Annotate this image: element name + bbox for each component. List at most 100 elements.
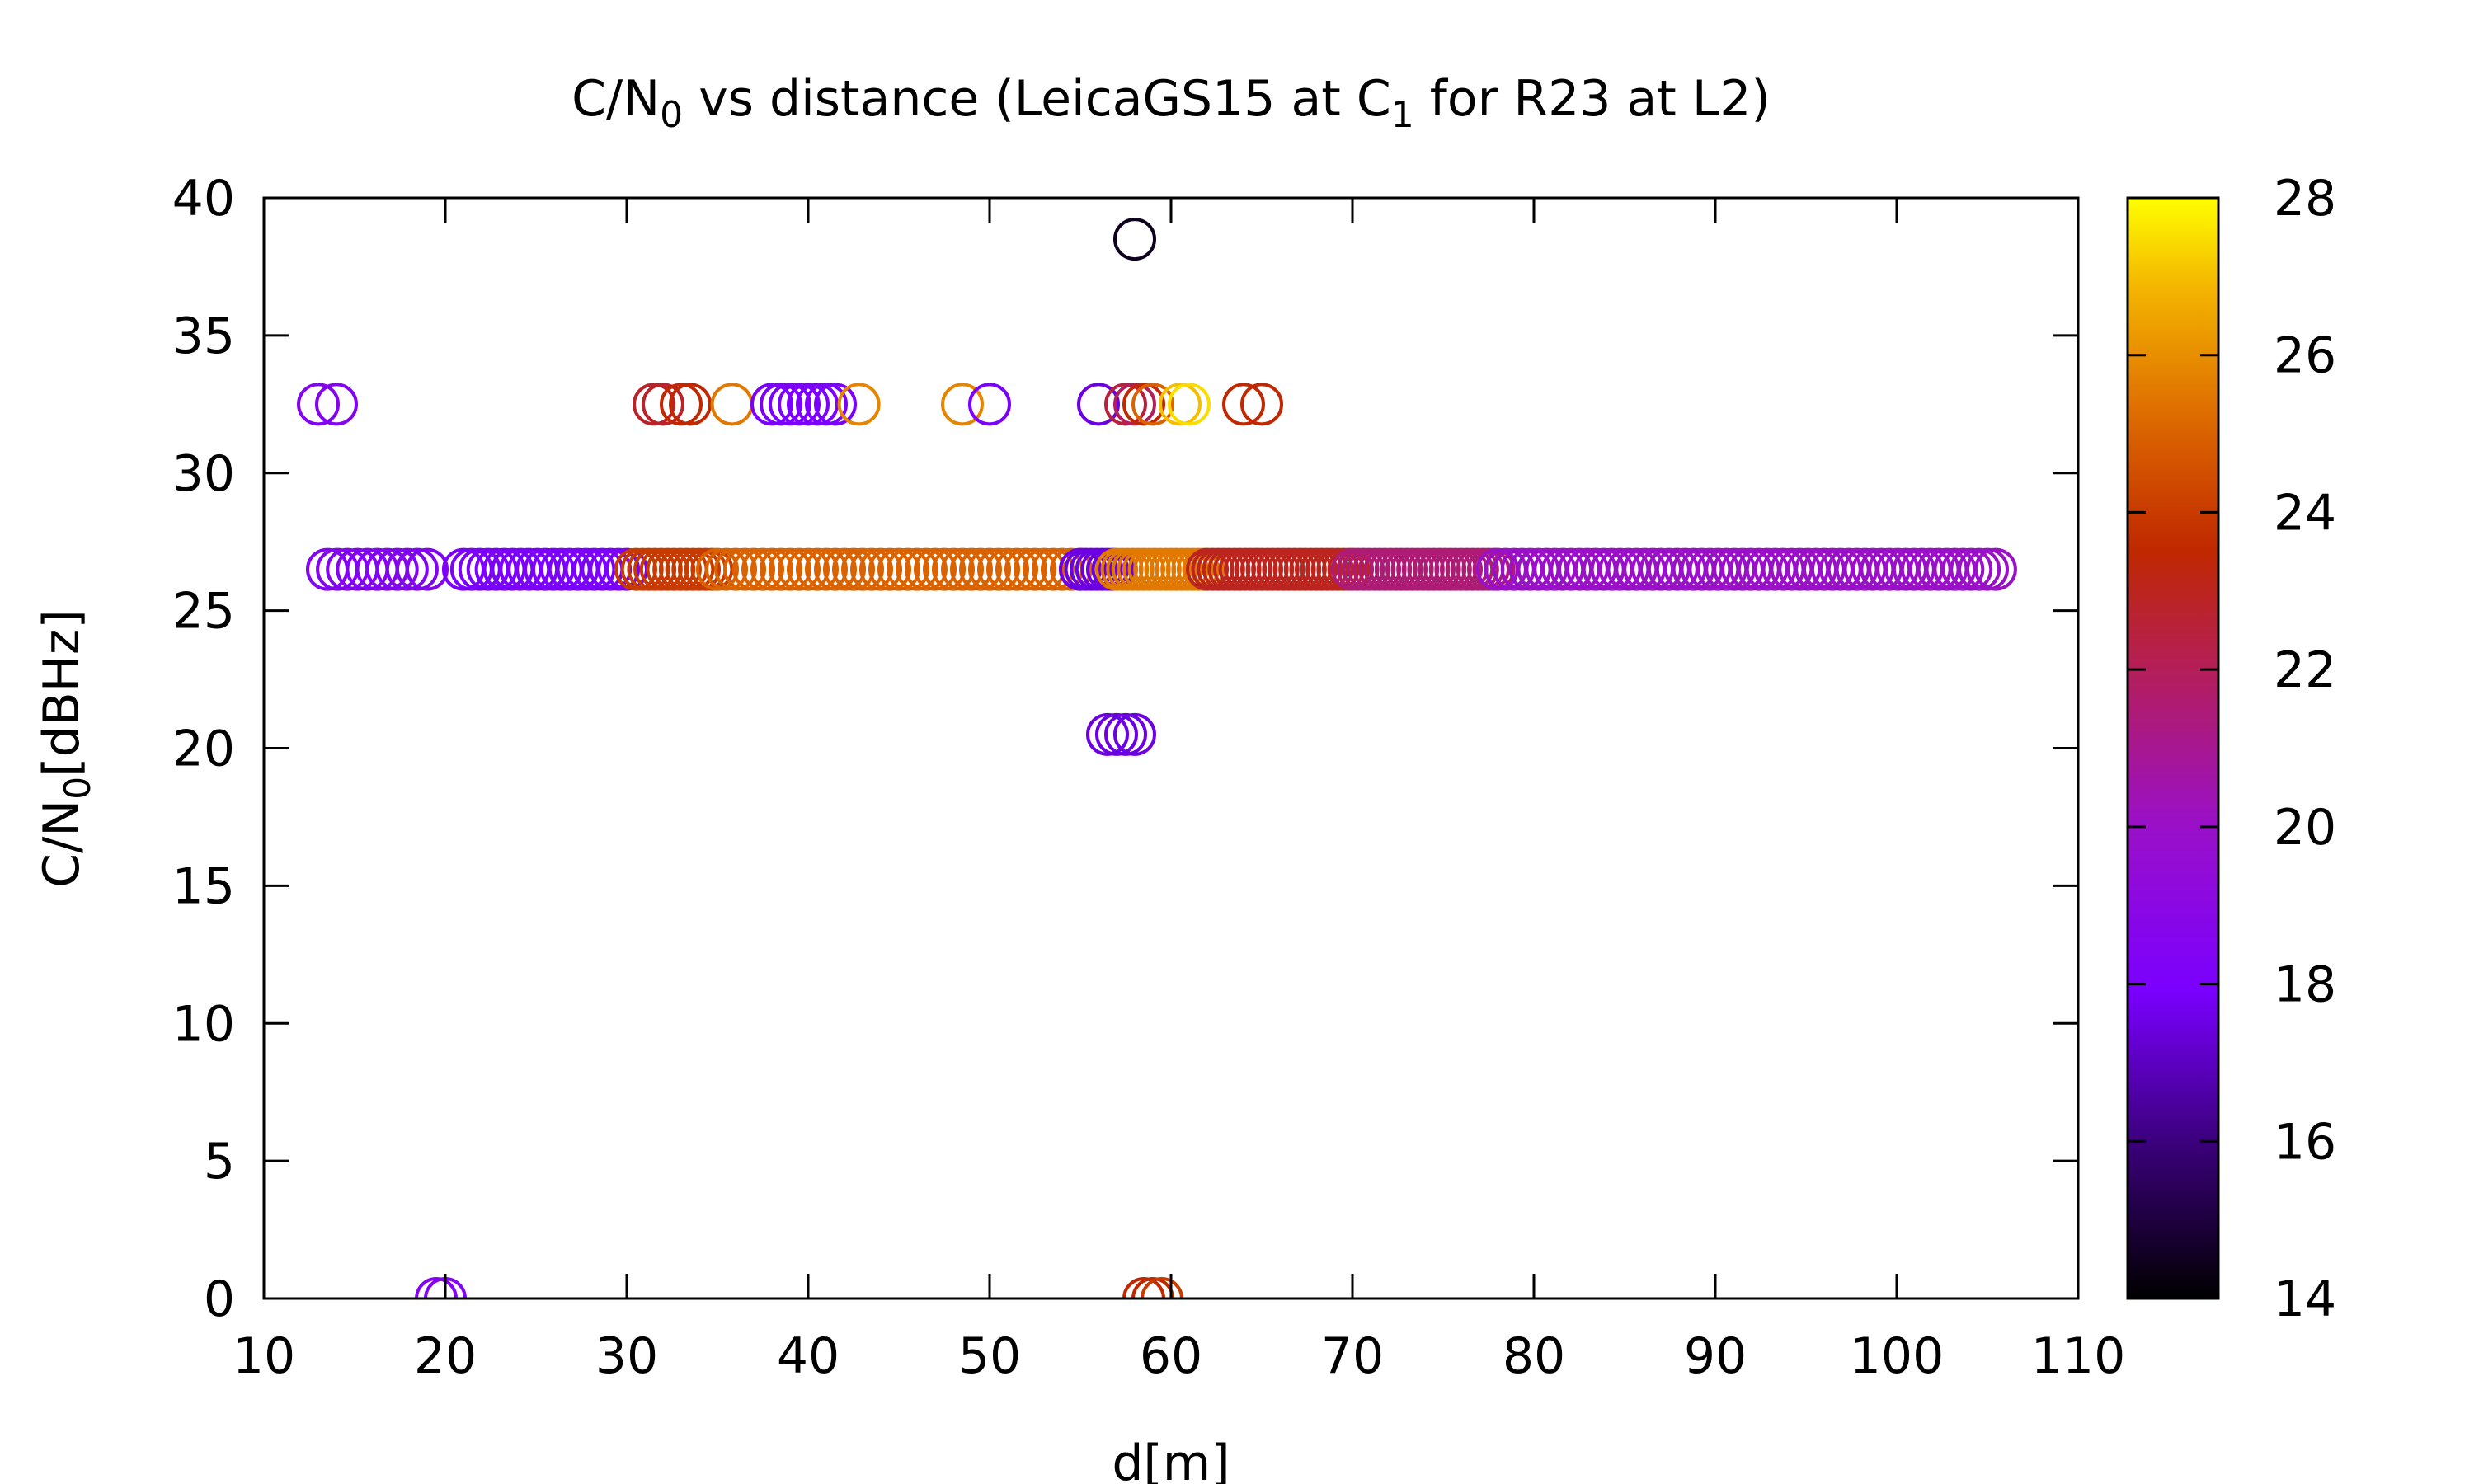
x-tick-label: 90	[1684, 1327, 1747, 1385]
data-point	[986, 547, 1029, 591]
colorbar-tick-label: 18	[2274, 956, 2336, 1014]
data-point	[395, 547, 439, 591]
data-point	[1159, 383, 1202, 426]
x-tick-label: 100	[1850, 1327, 1945, 1385]
data-point	[760, 383, 802, 426]
data-point	[850, 547, 893, 591]
colorbar	[2126, 196, 2220, 1300]
data-point	[778, 547, 821, 591]
chart-title: C/N0 vs distance (LeicaGS15 at C1 for R2…	[571, 70, 1771, 136]
x-tick-label: 80	[1503, 1327, 1565, 1385]
data-point	[896, 547, 938, 591]
data-point	[769, 383, 811, 426]
data-point	[769, 547, 811, 591]
data-point	[705, 547, 748, 591]
data-point	[1240, 383, 1283, 426]
axis-ticks	[262, 196, 2080, 1300]
data-point	[923, 547, 966, 591]
data-point	[787, 547, 830, 591]
data-point	[832, 547, 875, 591]
plot-area-frame	[262, 196, 2080, 1300]
y-tick-label: 5	[204, 1133, 235, 1190]
data-point	[1014, 547, 1056, 591]
data-point	[1104, 383, 1147, 426]
colorbar-tick-label: 24	[2274, 484, 2336, 542]
data-point	[841, 547, 884, 591]
data-point	[887, 547, 929, 591]
data-point	[932, 547, 975, 591]
data-point	[714, 547, 757, 591]
data-point	[805, 547, 848, 591]
data-point	[1104, 712, 1147, 756]
x-tick-label: 110	[2031, 1327, 2126, 1385]
data-point	[796, 547, 839, 591]
y-tick-label: 0	[204, 1270, 235, 1328]
y-axis-label: C/N0[dBHz]	[33, 609, 99, 888]
data-point	[914, 547, 957, 591]
data-point	[837, 383, 881, 426]
data-point	[950, 547, 993, 591]
data-point	[787, 383, 830, 426]
data-point	[868, 547, 911, 591]
data-point	[1050, 547, 1093, 591]
data-point	[1122, 1277, 1165, 1298]
colorbar-ticks	[2128, 196, 2218, 1300]
data-point	[1131, 1277, 1174, 1298]
colorbar-tick-label: 22	[2274, 641, 2336, 699]
x-tick-label: 20	[414, 1327, 477, 1385]
data-point	[796, 383, 839, 426]
data-point	[1113, 383, 1156, 426]
data-point	[814, 547, 857, 591]
x-tick-label: 60	[1140, 1327, 1202, 1385]
data-point	[941, 547, 984, 591]
data-point	[1131, 383, 1174, 426]
data-point	[633, 383, 675, 426]
data-point	[805, 383, 848, 426]
data-point	[732, 547, 775, 591]
colorbar-tick-label: 28	[2274, 170, 2336, 228]
y-tick-label: 30	[172, 445, 235, 503]
y-tick-label: 35	[172, 308, 235, 365]
x-tick-label: 70	[1321, 1327, 1384, 1385]
data-point	[778, 383, 821, 426]
data-point	[750, 547, 793, 591]
colorbar-tick-label: 14	[2274, 1270, 2336, 1328]
data-point	[823, 547, 866, 591]
x-axis-label: d[m]	[1112, 1435, 1230, 1484]
data-point	[760, 547, 802, 591]
data-point	[941, 383, 984, 426]
y-tick-label: 20	[172, 721, 235, 778]
data-point	[1973, 547, 2017, 591]
data-point	[877, 547, 920, 591]
x-tick-label: 50	[958, 1327, 1021, 1385]
data-point	[1141, 1277, 1183, 1298]
data-point	[859, 547, 902, 591]
data-point	[375, 547, 419, 591]
data-point	[723, 547, 766, 591]
data-point	[741, 547, 784, 591]
data-point	[968, 547, 1011, 591]
data-point	[315, 383, 358, 426]
data-point	[669, 383, 712, 426]
data-point	[406, 547, 449, 591]
x-axis-tick-labels: 10 20 30 40 50 60 70 80 90 100 110	[233, 1327, 2125, 1385]
data-point	[1113, 712, 1156, 756]
data-point	[977, 547, 1020, 591]
data-point	[1023, 547, 1065, 591]
data-point	[814, 383, 857, 426]
data-point	[959, 547, 1002, 591]
x-tick-label: 30	[595, 1327, 658, 1385]
data-point	[995, 547, 1038, 591]
y-tick-label: 10	[172, 995, 235, 1053]
data-point	[1086, 712, 1129, 756]
y-tick-label: 40	[172, 170, 235, 228]
data-point	[1122, 383, 1165, 426]
data-point	[642, 383, 684, 426]
data-point	[696, 547, 739, 591]
data-point	[905, 547, 948, 591]
data-point	[968, 383, 1011, 426]
data-point	[750, 383, 793, 426]
data-point	[1077, 383, 1120, 426]
colorbar-tick-label: 26	[2274, 327, 2336, 385]
